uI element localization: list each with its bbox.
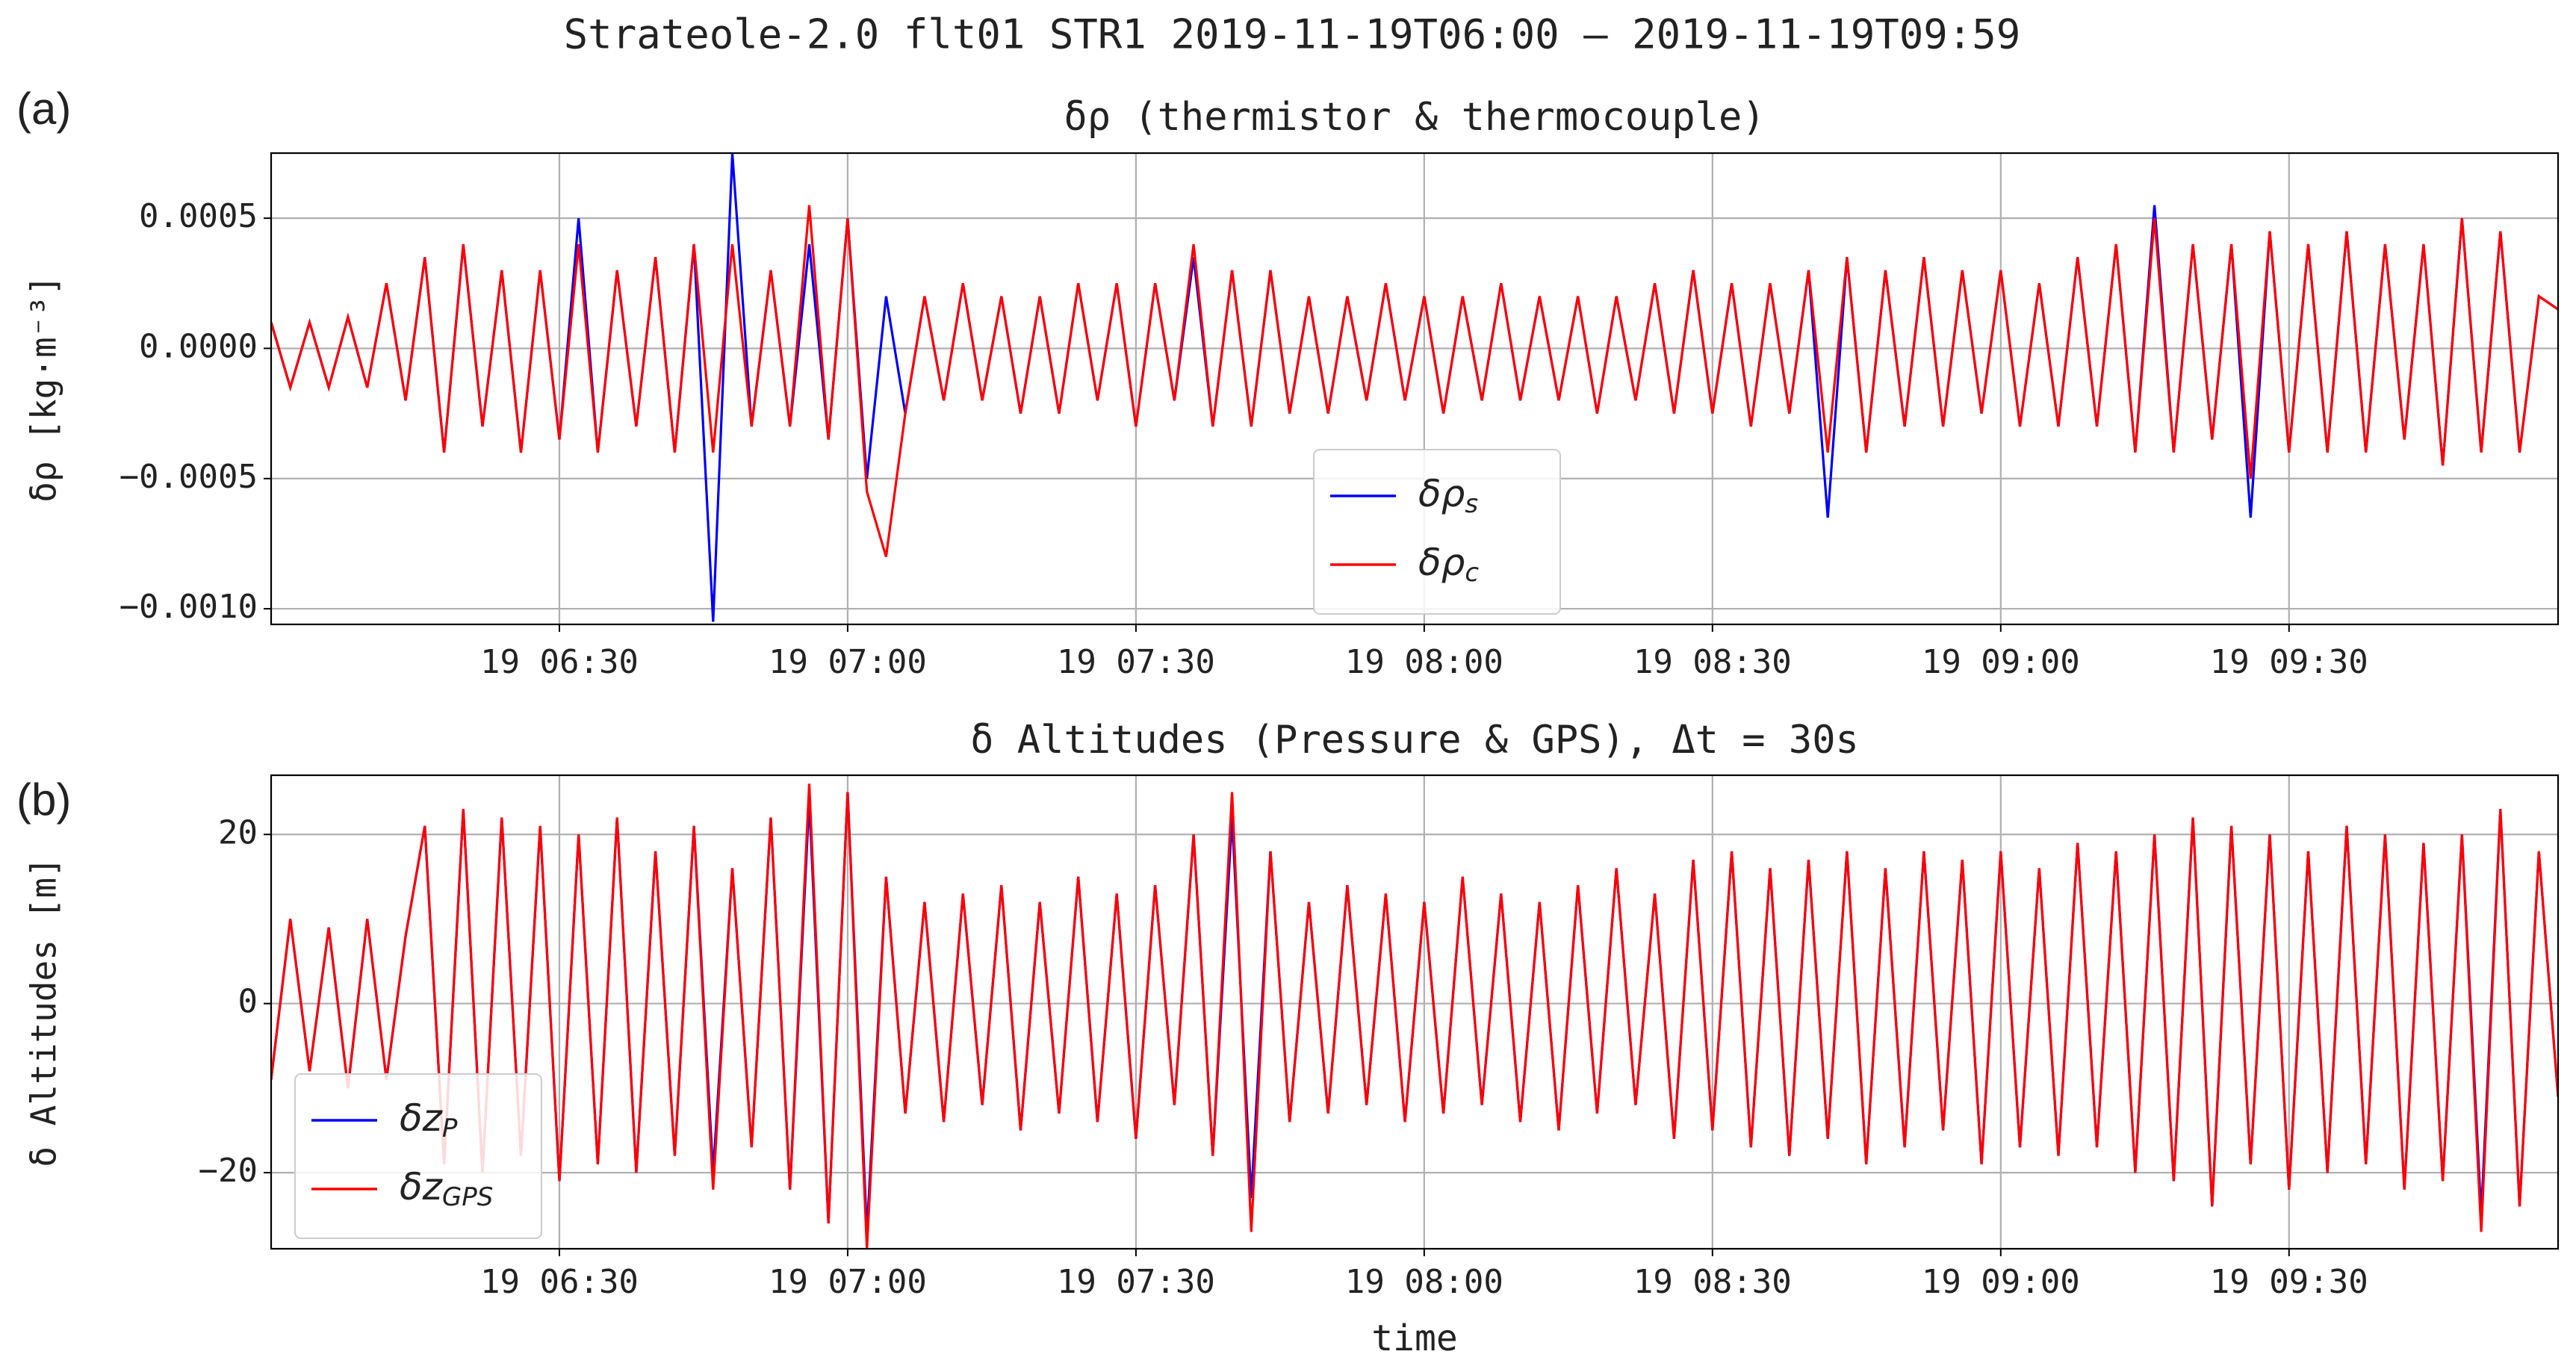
data-line <box>271 205 2558 557</box>
legend-label: δzGPS <box>400 1165 493 1212</box>
legend-label: δρs <box>1418 472 1478 519</box>
x-axis-label: time <box>1371 1317 1458 1359</box>
y-tick-label: 20 <box>218 813 258 851</box>
x-tick-label: 19 06:30 <box>480 1263 639 1301</box>
x-tick-label: 19 08:00 <box>1345 643 1503 681</box>
legend-box <box>1313 449 1561 615</box>
x-tick-label: 19 07:30 <box>1057 643 1215 681</box>
figure-title: Strateole-2.0 flt01 STR1 2019-11-19T06:0… <box>564 11 2021 58</box>
y-tick-label: −0.0010 <box>120 588 258 626</box>
x-tick-label: 19 08:00 <box>1345 1263 1503 1301</box>
y-axis-label: δρ [kg·m⁻³] <box>24 275 64 503</box>
legend-box <box>294 1073 542 1239</box>
x-tick-label: 19 09:30 <box>2210 1263 2368 1301</box>
x-tick-label: 19 07:30 <box>1057 1263 1215 1301</box>
y-tick-label: 0 <box>238 983 258 1021</box>
y-tick-label: −0.0005 <box>120 458 258 496</box>
panel-title: δρ (thermistor & thermocouple) <box>1064 95 1765 140</box>
x-tick-label: 19 08:30 <box>1633 1263 1792 1301</box>
panel-title: δ Altitudes (Pressure & GPS), Δt = 30s <box>970 718 1859 763</box>
data-line <box>271 783 2558 1249</box>
plot-frame <box>270 774 2560 1250</box>
legend-label: δzP <box>400 1096 458 1143</box>
plot-frame <box>270 152 2560 626</box>
x-tick-label: 19 07:00 <box>769 643 927 681</box>
y-tick-label: 0.0005 <box>139 197 258 235</box>
x-tick-label: 19 08:30 <box>1633 643 1792 681</box>
panel-label: (a) <box>16 84 71 134</box>
x-tick-label: 19 07:00 <box>769 1263 927 1301</box>
x-tick-label: 19 09:00 <box>1922 1263 2080 1301</box>
y-axis-label: δ Altitudes [m] <box>24 857 64 1167</box>
legend-label: δρc <box>1418 541 1479 588</box>
y-tick-label: −20 <box>199 1152 258 1190</box>
x-tick-label: 19 09:00 <box>1922 643 2080 681</box>
y-tick-label: 0.0000 <box>139 327 258 365</box>
x-tick-label: 19 06:30 <box>480 643 639 681</box>
x-tick-label: 19 09:30 <box>2210 643 2368 681</box>
panel-label: (b) <box>16 775 71 825</box>
